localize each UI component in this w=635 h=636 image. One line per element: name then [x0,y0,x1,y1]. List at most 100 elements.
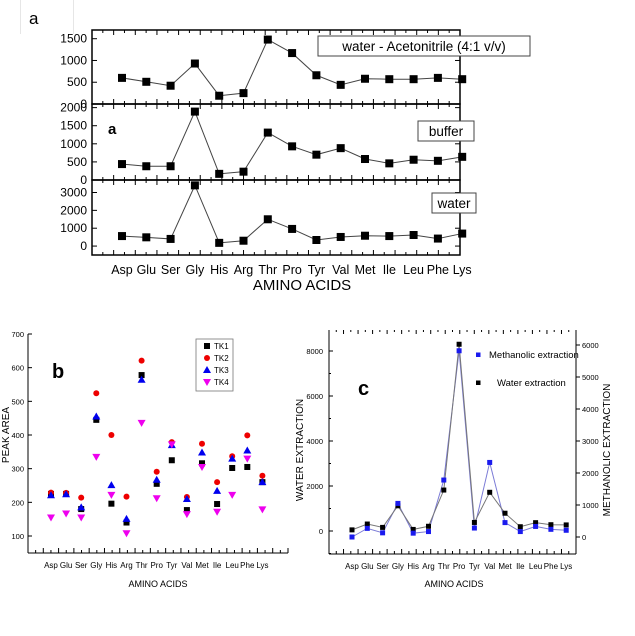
data-point [263,128,272,137]
data-point [118,232,126,241]
y-tick-label: 6000 [306,392,323,401]
data-point [517,529,523,535]
data-point-tk2 [93,390,100,397]
data-point-tk2 [244,432,251,439]
x-tick-label: Leu [403,263,424,277]
x-tick-label: Lys [256,561,268,570]
legend-box [195,338,234,392]
y-axis-title: PEAK AREA [1,407,12,463]
x-tick-label: Phe [240,561,255,570]
y-tick-label: 700 [11,330,24,339]
data-point [563,522,569,528]
x-tick-label: Thr [136,561,148,570]
y-tick-label-right: 5000 [582,373,599,382]
data-point [118,160,126,169]
x-tick-label: Tyr [308,263,325,277]
legend-marker-tk1 [204,343,210,349]
data-point [502,510,508,516]
data-point-tk4 [213,508,222,516]
x-tick-label: Glu [361,562,373,571]
data-point [533,520,539,526]
data-point [166,162,175,171]
data-point [312,150,321,159]
x-tick-label: Asp [345,562,359,571]
data-point-tk1 [108,500,115,507]
y-tick-label: 4000 [306,437,323,446]
data-point [336,144,345,153]
data-point [190,59,199,68]
data-point [548,526,554,532]
data-point-tk4 [182,511,191,519]
x-tick-label: Leu [226,561,239,570]
x-tick-label: Val [332,263,349,277]
data-point [502,520,508,526]
data-point-tk3 [228,454,237,462]
x-tick-label: Ser [161,263,180,277]
x-tick-label: Gly [90,561,102,570]
y-tick-label-right: 0 [582,533,586,542]
legend-label: TK1 [214,342,229,351]
y-tick-label: 0 [80,239,87,253]
data-point [361,231,369,240]
data-point [215,238,224,247]
x-tick-label: Ile [213,561,222,570]
y-tick-label: 600 [11,364,24,373]
x-tick-label: Glu [137,263,157,277]
legend-label: water [436,196,471,211]
legend-box [317,35,531,57]
data-point [288,142,297,151]
data-point [433,234,442,243]
x-tick-label: Pro [282,263,302,277]
data-point [471,519,477,525]
y-tick-label: 1000 [60,53,87,67]
data-point [190,181,199,190]
data-point-tk4 [152,495,161,503]
data-point-tk3 [47,491,55,499]
data-point [239,89,248,98]
data-point-tk2 [138,357,145,364]
subplot-annotation: a [108,121,117,138]
data-point [409,155,418,164]
x-tick-label: Pro [453,562,466,571]
data-point [142,162,151,171]
y-tick-label: 2000 [60,203,87,217]
y-tick-label: 100 [11,532,24,541]
y-tick-label: 300 [11,465,24,474]
x-tick-label: Tyr [166,561,177,570]
data-point-tk3 [122,514,131,522]
x-axis-title: AMINO ACIDS [128,579,187,589]
y-tick-label-right: 3000 [582,437,599,446]
data-point [409,231,418,239]
data-point [456,348,462,354]
y-tick-label: 2000 [306,482,323,491]
legend-label: water - Acetonitrile (4:1 v/v) [341,39,506,54]
data-point-tk4 [198,463,206,471]
x-tick-label: Leu [529,562,542,571]
y-tick-label-right: 4000 [582,405,599,414]
data-point [166,234,175,243]
x-tick-label: Val [484,562,495,571]
data-point [409,75,418,84]
data-point-tk1 [168,457,175,464]
data-point-tk4 [122,530,131,538]
data-point [385,232,394,241]
data-point-tk4 [243,455,252,463]
x-tick-label: Thr [438,562,450,571]
data-point-tk3 [152,475,161,483]
data-point [395,500,401,506]
data-point [517,524,523,530]
y-tick-label-right: 6000 [582,341,599,350]
x-tick-label: Phe [427,263,449,277]
legend-marker-tk2 [204,355,210,361]
data-point-tk1 [93,416,100,423]
x-tick-label: Asp [44,561,58,570]
data-point [364,521,370,527]
x-tick-label: Gly [186,263,206,277]
legend-marker-tk3 [203,366,211,373]
data-point [118,73,126,82]
data-point [142,233,151,242]
data-point [364,525,370,531]
legend-marker [476,380,481,385]
data-point [410,526,416,532]
data-point [563,527,569,533]
